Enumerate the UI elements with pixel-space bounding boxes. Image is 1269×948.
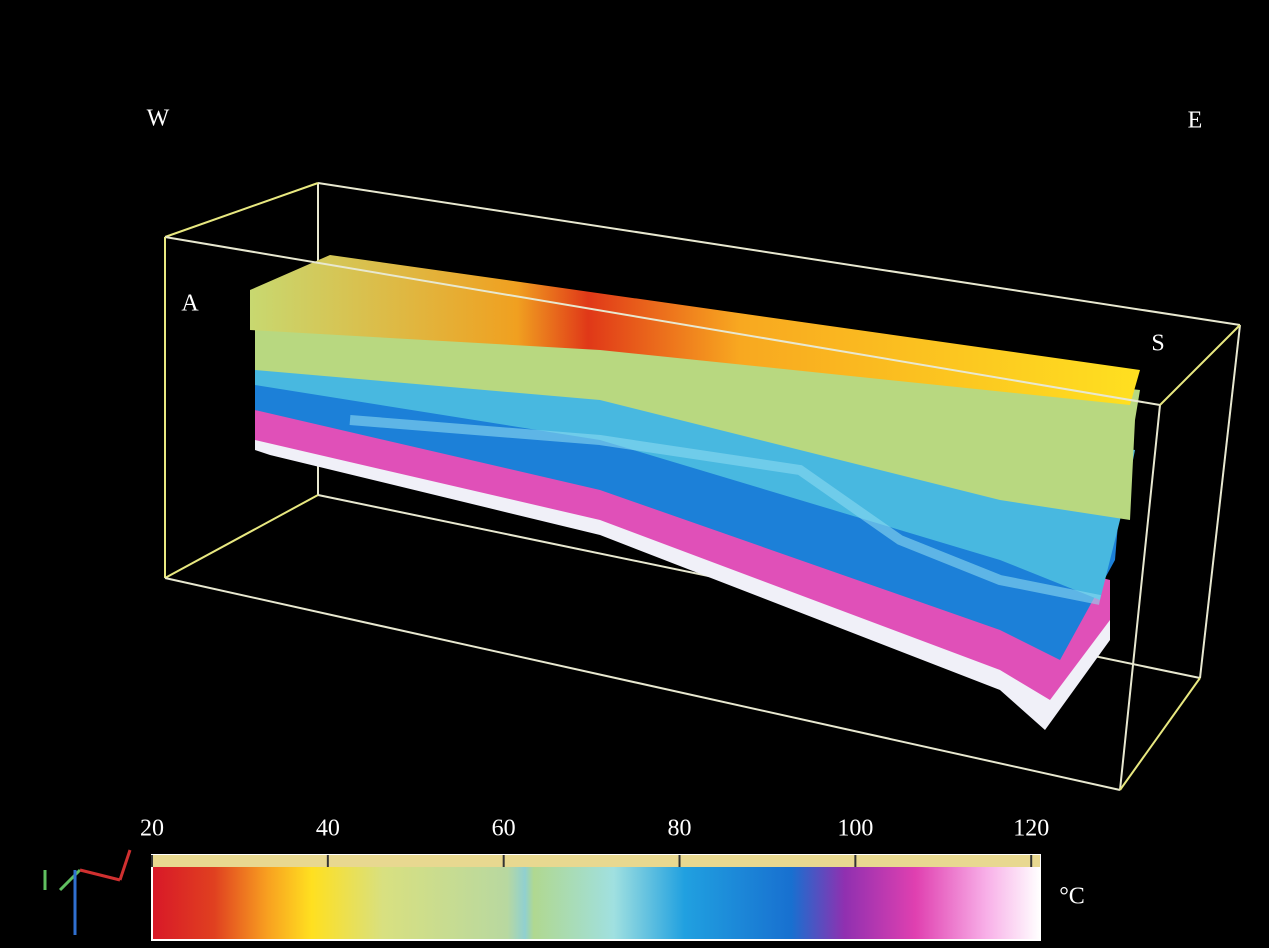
- axes-icon: [43, 849, 132, 935]
- label-east: E: [1188, 108, 1203, 134]
- label-west: W: [147, 106, 170, 132]
- colorbar-tick-label: 80: [668, 816, 692, 842]
- colorbar-unit: °C: [1059, 884, 1085, 910]
- colorbar-tick-label: 100: [837, 816, 873, 842]
- colorbar-tick-label: 20: [140, 816, 164, 842]
- colorbar-tick-label: 120: [1013, 816, 1049, 842]
- colorbar-tick-label: 40: [316, 816, 340, 842]
- label-s: S: [1151, 331, 1164, 357]
- colorbar: [151, 854, 1041, 941]
- colorbar-ruler: [152, 855, 1040, 867]
- colorbar-tick-label: 60: [492, 816, 516, 842]
- temperature-volume: [250, 255, 1140, 730]
- label-a: A: [181, 291, 199, 317]
- bounding-box-front: [164, 236, 1241, 791]
